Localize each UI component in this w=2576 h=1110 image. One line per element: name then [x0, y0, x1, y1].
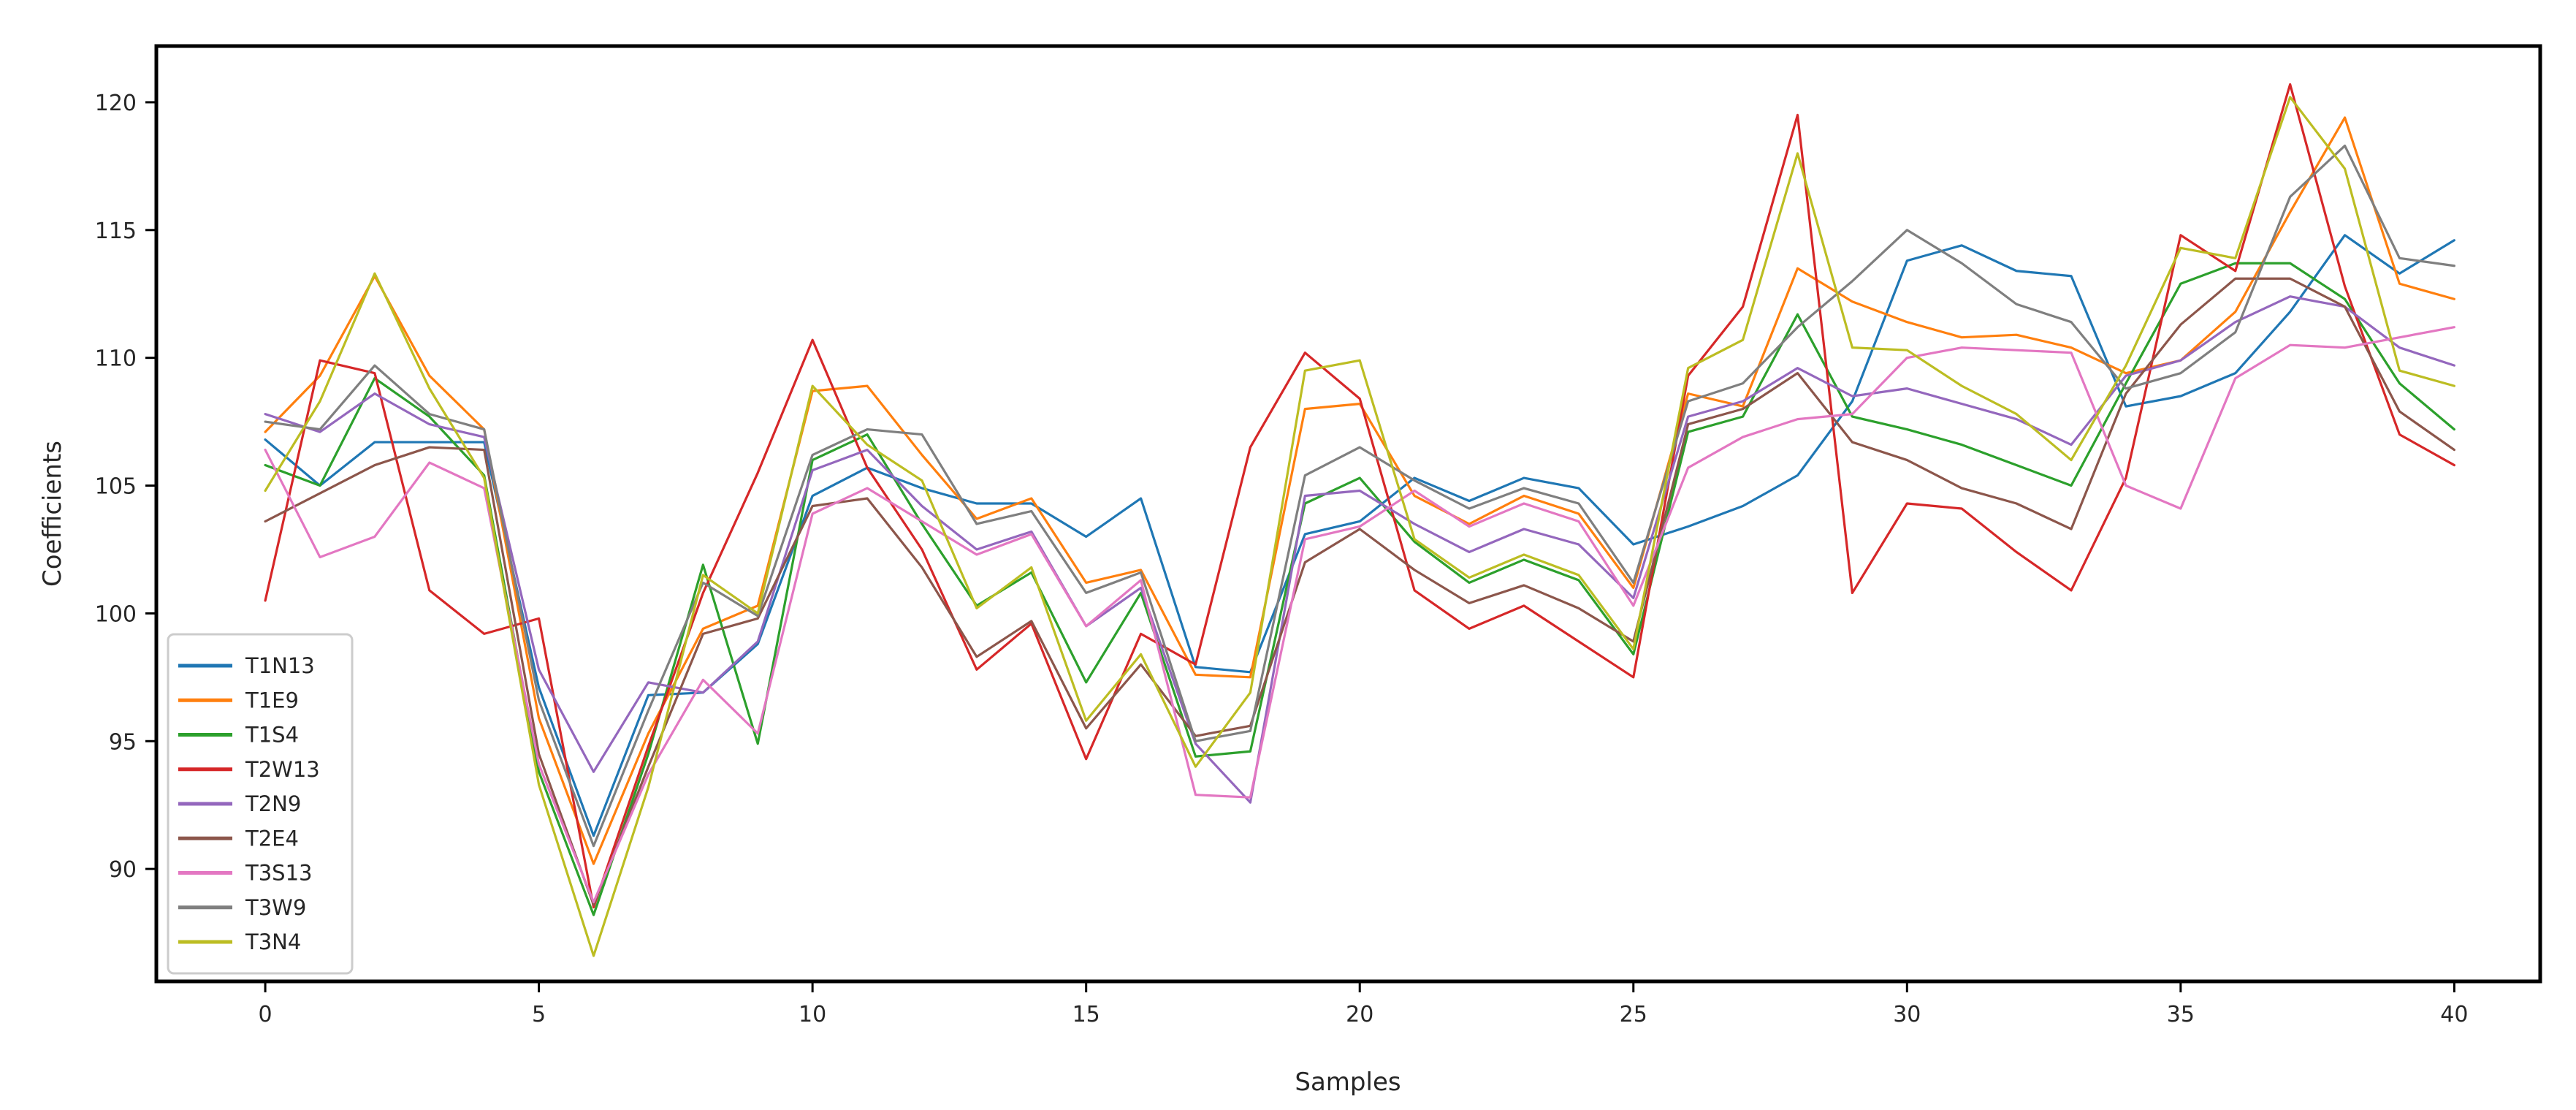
series-lines	[264, 83, 2455, 957]
legend-label-T2N9: T2N9	[245, 791, 301, 816]
y-tick-label: 115	[95, 218, 137, 244]
series-line-T2W13	[264, 83, 2455, 909]
series-line-T2N9	[264, 295, 2455, 804]
y-tick-label: 90	[109, 857, 137, 883]
legend-entry-T2E4: T2E4	[178, 826, 299, 851]
x-tick-label: 5	[532, 1002, 546, 1027]
x-tick-label: 40	[2440, 1002, 2468, 1027]
x-tick-label: 30	[1893, 1002, 1921, 1027]
x-tick-label: 15	[1072, 1002, 1100, 1027]
series-line-T1S4	[264, 262, 2455, 916]
legend-label-T3W9: T3W9	[245, 895, 306, 920]
y-tick-label: 100	[95, 601, 137, 627]
legend-entry-T2N9: T2N9	[178, 791, 301, 816]
legend-label-T1E9: T1E9	[245, 688, 299, 712]
legend-entry-T3N4: T3N4	[178, 930, 301, 954]
legend-entry-T3W9: T3W9	[178, 895, 306, 920]
legend-label-T3N4: T3N4	[245, 930, 301, 954]
legend-entry-T1N13: T1N13	[178, 653, 315, 678]
legend-label-T2W13: T2W13	[245, 757, 320, 782]
y-tick-label: 110	[95, 346, 137, 372]
series-line-T3S13	[264, 326, 2455, 904]
series-line-T3W9	[264, 144, 2455, 848]
legend: T1N13 T1E9 T1S4 T2W13 T2N9 T2E4 T3S13 T3W9 T3N4	[167, 633, 354, 975]
legend-entry-T2W13: T2W13	[178, 757, 320, 782]
x-tick-label: 10	[799, 1002, 826, 1027]
y-tick-label: 105	[95, 474, 137, 500]
legend-entry-T1E9: T1E9	[178, 688, 299, 712]
x-tick-label: 0	[259, 1002, 273, 1027]
legend-label-T2E4: T2E4	[245, 826, 299, 851]
x-axis-label: Samples	[1295, 1068, 1401, 1097]
series-line-T1E9	[264, 116, 2455, 865]
series-line-T2E4	[264, 277, 2455, 906]
axis-tick-labels: 0 5 10 15 20 25 30 35 40 90 95 100 105 110 115 120	[95, 91, 2469, 1027]
plot-area	[154, 44, 2542, 984]
x-tick-label: 35	[2167, 1002, 2195, 1027]
legend-entry-T1S4: T1S4	[178, 723, 299, 748]
series-line-T3N4	[264, 96, 2455, 957]
x-tick-label: 25	[1620, 1002, 1647, 1027]
y-tick-label: 120	[95, 91, 137, 116]
y-tick-label: 95	[109, 729, 137, 755]
legend-label-T1N13: T1N13	[245, 653, 315, 678]
axis-ticks	[145, 101, 2455, 992]
y-axis-label: Coefficients	[38, 441, 67, 587]
legend-label-T1S4: T1S4	[245, 723, 299, 748]
x-tick-label: 20	[1346, 1002, 1373, 1027]
series-line-T1N13	[264, 234, 2455, 837]
legend-label-T3S13: T3S13	[245, 861, 312, 886]
legend-box	[167, 633, 354, 975]
legend-entry-T3S13: T3S13	[178, 861, 312, 886]
